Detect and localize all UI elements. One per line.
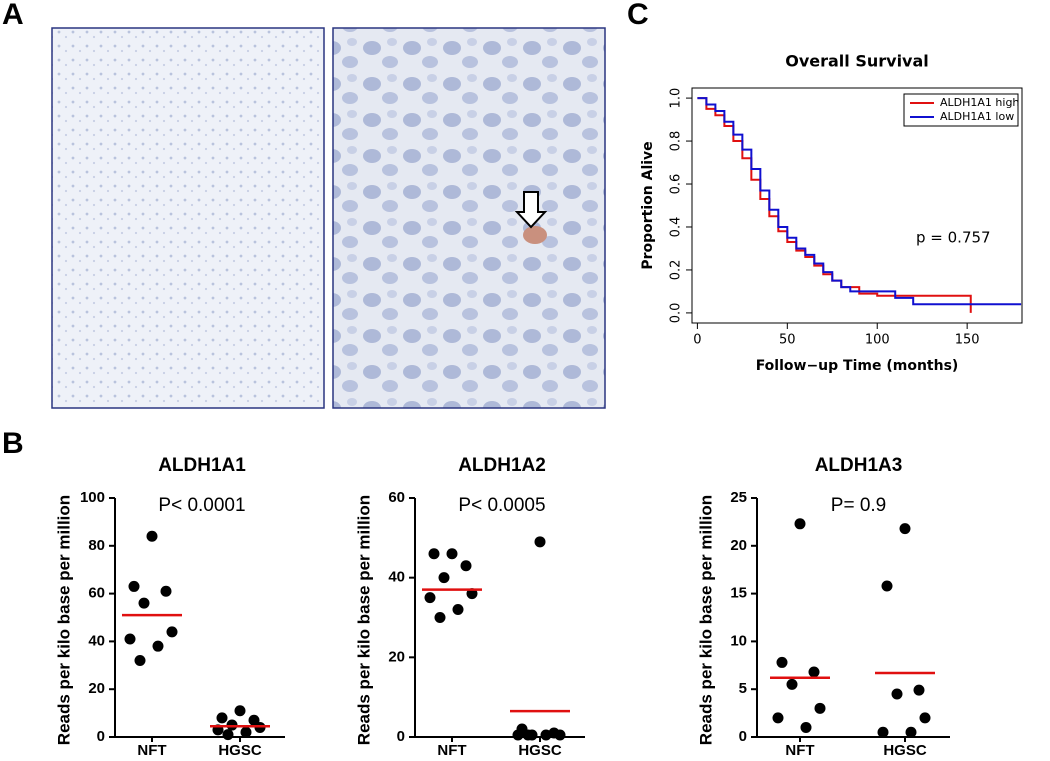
x-tick-label: HGSC [518,742,562,759]
y-tick-label: 0.2 [669,260,684,281]
y-tick-label: 15 [730,585,747,602]
panel-label: C [627,0,649,31]
data-point [240,726,252,738]
data-point [222,729,234,741]
annotation: P= 0.9 [831,495,886,516]
data-point [772,712,784,724]
plot-frame [691,87,1023,324]
y-tick-label: 0.6 [669,174,684,195]
data-point [124,633,136,645]
y-tick-label: 20 [388,648,405,665]
data-point [128,580,140,592]
data-point [424,592,436,604]
data-point [146,530,158,542]
x-tick-label: 50 [779,333,796,348]
y-tick-label: 20 [730,537,747,554]
y-tick-label: 60 [388,489,405,506]
data-point [428,548,440,560]
data-point [794,518,806,530]
y-tick-label: 1.0 [669,88,684,109]
data-point [814,702,826,714]
y-tick-label: 40 [388,569,405,586]
data-point [522,729,534,741]
data-point [216,712,228,724]
x-axis-label: Follow−up Time (months) [756,358,959,374]
data-point [540,729,552,741]
x-tick-label: HGSC [218,742,262,759]
data-point [891,688,903,700]
data-point [160,585,172,597]
x-tick-label: HGSC [883,742,927,759]
y-tick-label: 0.4 [669,217,684,238]
y-tick-label: 80 [88,537,105,554]
y-tick-label: 10 [730,632,747,649]
data-point [800,721,812,733]
micrograph-low [51,27,325,409]
data-point [919,712,931,724]
data-point [512,729,524,741]
annotation: p = 0.757 [916,229,991,247]
y-tick-label: 0.0 [669,303,684,324]
data-point [877,726,889,738]
data-point [138,597,150,609]
data-point [905,726,917,738]
data-point [446,548,458,560]
y-tick-label: 0 [397,728,405,745]
x-tick-label: NFT [137,742,166,759]
y-tick-label: 60 [88,585,105,602]
y-tick-label: 20 [88,680,105,697]
panel-label: B [2,427,24,460]
data-point [460,560,472,572]
data-point [452,604,464,616]
stained-cell [523,226,547,244]
micrograph-high [332,27,606,409]
y-axis-label: Proportion Alive [640,141,656,269]
annotation: P< 0.0001 [158,495,245,516]
legend-label: ALDH1A1 low [940,110,1014,123]
data-point [534,536,546,548]
chart-title: Overall Survival [785,52,929,71]
legend-label: ALDH1A1 high [940,96,1019,109]
data-point [134,655,146,667]
arrow [514,191,548,229]
chart-title: ALDH1A1 [158,455,246,476]
x-tick-label: NFT [437,742,466,759]
y-axis-label: Reads per kilo base per million [354,495,373,745]
y-tick-label: 40 [88,632,105,649]
panel-label: A [2,0,24,31]
y-tick-label: 25 [730,489,747,506]
data-point [913,684,925,696]
annotation: P< 0.0005 [458,495,545,516]
data-point [152,640,164,652]
y-tick-label: 100 [80,489,105,506]
x-tick-label: NFT [785,742,814,759]
data-point [438,572,450,584]
legend-box [903,93,1019,127]
data-point [434,612,446,623]
data-point [881,580,893,592]
y-tick-label: 0.8 [669,131,684,152]
survival-curve [697,97,1022,306]
data-point [786,678,798,690]
chart-title: ALDH1A3 [815,455,903,476]
data-point [166,626,178,638]
data-point [776,656,788,668]
y-tick-label: 0 [97,728,105,745]
chart-title: ALDH1A2 [458,455,546,476]
y-tick-label: 5 [739,680,747,697]
x-tick-label: 100 [865,333,890,348]
data-point [899,523,911,535]
data-point [234,705,246,717]
x-tick-label: 0 [693,333,701,348]
y-tick-label: 0 [739,728,747,745]
y-axis-label: Reads per kilo base per million [696,495,715,745]
y-axis-label: Reads per kilo base per million [54,495,73,745]
data-point [554,729,566,741]
data-point [808,666,820,678]
x-tick-label: 150 [955,333,980,348]
